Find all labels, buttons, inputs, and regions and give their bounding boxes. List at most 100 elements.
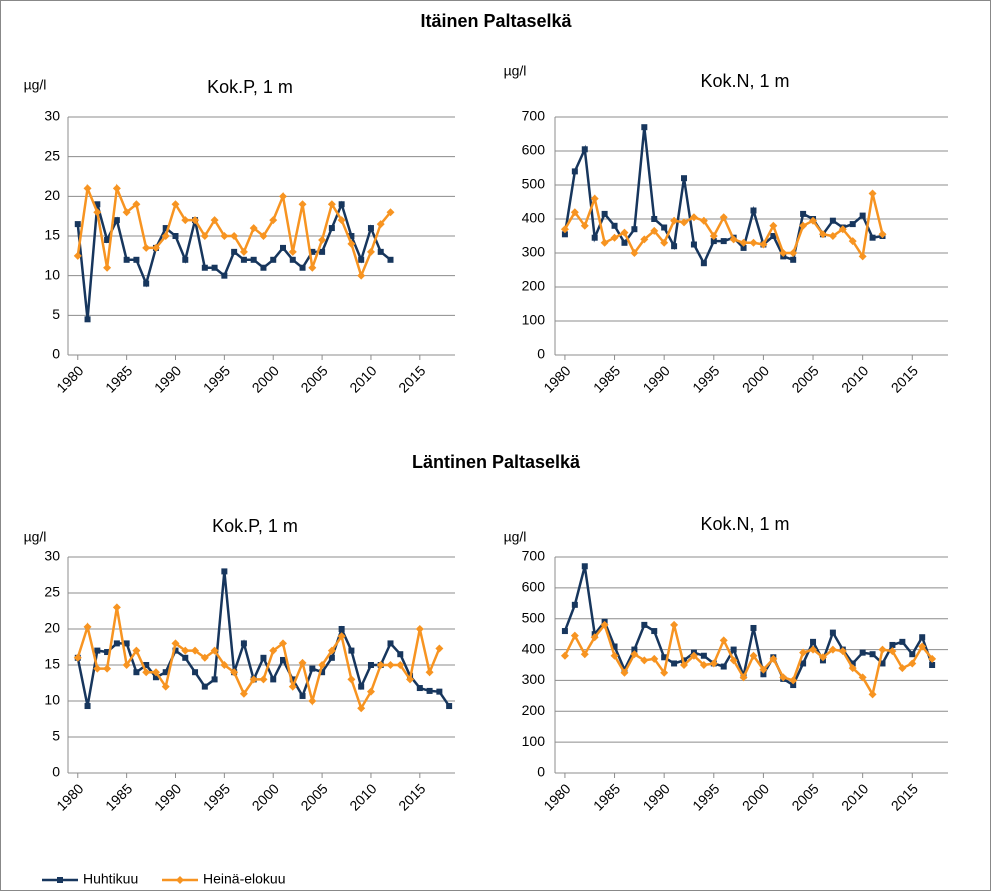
- point: [590, 633, 599, 642]
- point: [328, 654, 335, 661]
- point: [162, 225, 169, 232]
- point: [123, 640, 130, 647]
- y-tick-label: 400: [522, 640, 546, 656]
- point: [181, 216, 190, 225]
- chart-title: Kok.P, 1 m: [212, 516, 298, 536]
- point: [580, 650, 589, 659]
- point: [571, 601, 578, 608]
- y-tick-label: 500: [522, 609, 546, 625]
- point: [859, 649, 866, 656]
- point: [289, 256, 296, 263]
- point: [249, 675, 258, 684]
- y-tick-label: 200: [522, 702, 546, 718]
- y-tick-label: 0: [52, 764, 60, 780]
- point: [308, 697, 317, 705]
- legend-label: Heinä-elokuu: [203, 871, 286, 887]
- point: [621, 239, 628, 246]
- point: [376, 661, 385, 669]
- point: [113, 640, 120, 647]
- point: [220, 661, 229, 669]
- point: [221, 272, 228, 279]
- point: [269, 216, 278, 225]
- point: [327, 200, 336, 209]
- point: [367, 662, 374, 668]
- point: [699, 216, 708, 225]
- point: [161, 232, 170, 240]
- point: [879, 660, 886, 667]
- point: [132, 200, 141, 209]
- point: [151, 668, 160, 677]
- point: [200, 232, 209, 240]
- y-tick-label: 700: [522, 108, 546, 124]
- point: [171, 639, 180, 648]
- point: [759, 240, 768, 249]
- point: [73, 653, 82, 662]
- point: [84, 316, 91, 323]
- point: [104, 236, 111, 243]
- point: [790, 256, 797, 263]
- point: [151, 243, 160, 252]
- point: [299, 264, 306, 271]
- point: [601, 210, 608, 217]
- point: [162, 669, 169, 676]
- point: [561, 628, 568, 635]
- point: [729, 235, 738, 244]
- y-axis-label: µg/l: [24, 77, 47, 93]
- point: [211, 264, 218, 271]
- point: [681, 175, 688, 182]
- point: [201, 264, 208, 271]
- point: [112, 603, 121, 612]
- point: [700, 652, 707, 659]
- point: [182, 256, 189, 263]
- point: [611, 222, 618, 229]
- point: [620, 228, 629, 237]
- point: [376, 220, 385, 229]
- point: [143, 662, 150, 668]
- point: [143, 280, 150, 287]
- point: [571, 168, 578, 175]
- y-tick-label: 100: [522, 733, 546, 749]
- point: [357, 704, 366, 713]
- point: [849, 221, 856, 228]
- point: [259, 675, 268, 684]
- point: [631, 646, 638, 653]
- point: [239, 689, 248, 698]
- point: [240, 640, 247, 647]
- point: [94, 647, 101, 654]
- point: [122, 208, 131, 217]
- point: [280, 656, 286, 663]
- point: [829, 217, 836, 224]
- point: [848, 664, 857, 673]
- point: [640, 656, 649, 665]
- point: [630, 249, 639, 257]
- point: [760, 671, 767, 678]
- y-tick-label: 300: [522, 244, 546, 260]
- point: [172, 647, 179, 654]
- y-tick-label: 500: [522, 176, 546, 192]
- point: [899, 638, 906, 645]
- point: [142, 668, 151, 677]
- point: [630, 650, 639, 659]
- point: [288, 682, 297, 691]
- point: [739, 238, 748, 247]
- point: [749, 651, 758, 660]
- point: [680, 218, 689, 227]
- y-tick-label: 25: [44, 147, 60, 163]
- point: [671, 660, 678, 667]
- point: [435, 644, 444, 653]
- y-tick-label: 10: [44, 266, 60, 282]
- point: [415, 625, 424, 633]
- point: [366, 687, 375, 696]
- point: [259, 232, 268, 240]
- point: [289, 676, 296, 683]
- point: [611, 643, 618, 650]
- point: [800, 210, 807, 217]
- point: [641, 124, 648, 131]
- point: [397, 651, 404, 658]
- point: [200, 653, 209, 662]
- point: [112, 184, 121, 193]
- y-tick-label: 0: [537, 764, 545, 780]
- point: [309, 248, 316, 255]
